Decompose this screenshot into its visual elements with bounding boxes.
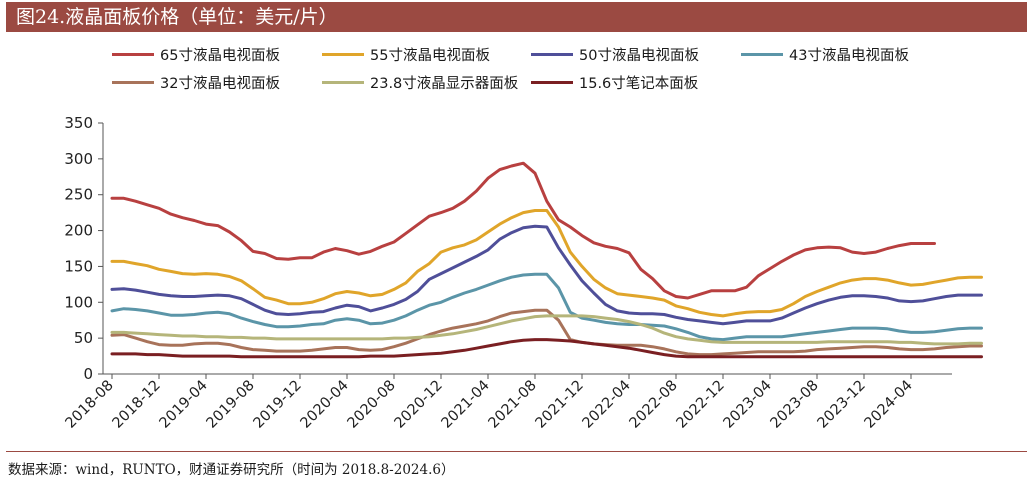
legend-label: 50寸液晶电视面板 [579, 47, 699, 64]
x-tick-label: 2022-12 [674, 378, 728, 432]
x-tick-label: 2019-04 [157, 378, 211, 432]
x-tick-label: 2022-08 [627, 378, 681, 432]
series-line [110, 161, 936, 300]
y-tick-label: 0 [83, 365, 93, 383]
series-line [110, 209, 983, 318]
y-tick-label: 150 [64, 257, 93, 275]
y-tick-label: 350 [64, 114, 93, 132]
x-tick-label: 2021-04 [439, 378, 493, 432]
title-bar: 图24.液晶面板价格（单位：美元/片） [6, 2, 1027, 32]
source-note: 数据来源：wind，RUNTO，财通证券研究所（时间为 2018.8-2024.… [8, 462, 455, 478]
y-tick-label: 100 [64, 293, 93, 311]
legend-item: 32寸液晶电视面板 [112, 72, 280, 92]
legend-item: 65寸液晶电视面板 [112, 44, 280, 64]
x-tick-label: 2018-12 [110, 378, 164, 432]
legend-swatch [531, 52, 573, 56]
legend-item: 15.6寸笔记本面板 [531, 72, 698, 92]
legend-swatch [741, 52, 783, 56]
x-tick-label: 2023-04 [721, 378, 775, 432]
legend-item: 50寸液晶电视面板 [531, 44, 699, 64]
series-line [110, 338, 983, 359]
legend-label: 43寸液晶电视面板 [789, 47, 909, 64]
legend-swatch [322, 52, 364, 56]
x-tick-label: 2019-12 [251, 378, 305, 432]
x-tick-label: 2019-08 [204, 378, 258, 432]
x-tick-label: 2020-12 [392, 378, 446, 432]
x-tick-label: 2021-08 [486, 378, 540, 432]
legend-item: 43寸液晶电视面板 [741, 44, 909, 64]
chart-title: 图24.液晶面板价格（单位：美元/片） [16, 6, 338, 28]
legend-swatch [322, 80, 364, 84]
x-tick-label: 2022-04 [580, 378, 634, 432]
y-tick-label: 300 [64, 150, 93, 168]
series-line [110, 314, 983, 346]
legend-swatch [531, 80, 573, 84]
x-tick-label: 2023-08 [768, 378, 822, 432]
x-tick-label: 2021-12 [533, 378, 587, 432]
legend-label: 65寸液晶电视面板 [160, 47, 280, 64]
footer-divider [6, 451, 1027, 452]
line-chart: 0501001502002503003502018-082018-122019-… [63, 114, 983, 432]
legend-label: 15.6寸笔记本面板 [579, 75, 699, 92]
x-tick-label: 2024-04 [862, 378, 916, 432]
legend-label: 55寸液晶电视面板 [370, 47, 490, 64]
y-tick-label: 50 [74, 329, 93, 347]
legend-swatch [112, 80, 154, 84]
series-line [110, 224, 983, 326]
series-line [110, 308, 983, 357]
legend-label: 23.8寸液晶显示器面板 [370, 75, 519, 92]
series-line [110, 272, 983, 342]
legend-label: 32寸液晶电视面板 [160, 75, 280, 92]
legend-item: 55寸液晶电视面板 [322, 44, 490, 64]
x-tick-label: 2023-12 [815, 378, 869, 432]
chart-legend: 65寸液晶电视面板 55寸液晶电视面板 50寸液晶电视面板 43寸液晶电视面板 32寸液… [0, 44, 1032, 104]
legend-swatch [112, 52, 154, 56]
y-tick-label: 250 [64, 186, 93, 204]
y-tick-label: 200 [64, 222, 93, 240]
x-tick-label: 2020-08 [345, 378, 399, 432]
x-tick-label: 2020-04 [298, 378, 352, 432]
x-tick-label: 2018-08 [63, 378, 117, 432]
legend-item: 23.8寸液晶显示器面板 [322, 72, 518, 92]
